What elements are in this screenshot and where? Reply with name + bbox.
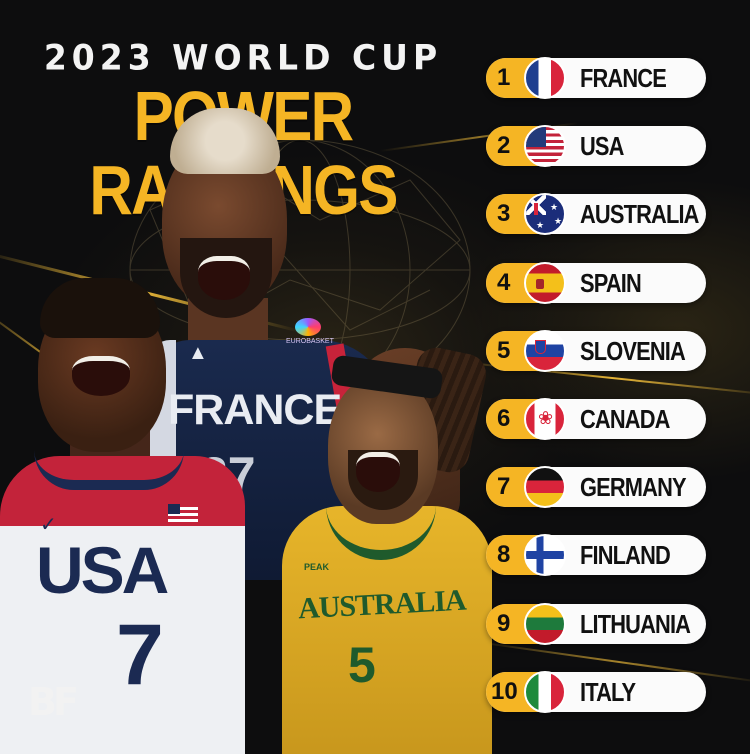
australia-jersey-number: 5 xyxy=(348,637,376,693)
country-name: USA xyxy=(580,131,624,162)
flag-star-icon: ★ xyxy=(536,220,545,231)
brand-logo: BF xyxy=(28,680,79,724)
flag-spain-icon xyxy=(524,261,566,304)
flag-lithuania-icon xyxy=(524,602,566,645)
ranking-row: ITALY 10 xyxy=(486,670,710,713)
country-name: ITALY xyxy=(580,676,636,707)
player-australia: PEAK AUSTRALIA 5 xyxy=(262,340,492,754)
usa-flag-patch-icon xyxy=(168,504,198,524)
jordan-logo-icon: ▲ xyxy=(188,342,208,364)
headline-subtitle: 2023 WORLD CUP xyxy=(43,37,443,78)
eurobasket-logo-text: EUROBASKET xyxy=(286,338,334,345)
country-name: CANADA xyxy=(580,403,670,434)
ranking-row: AUSTRALIA 3 ★ ★ ★ xyxy=(486,193,710,236)
country-name: GERMANY xyxy=(580,472,687,503)
eurobasket-logo: EUROBASKET xyxy=(286,318,334,348)
rankings-list: FRANCE 1 USA 2 AUSTRALIA 3 ★ ★ ★ S xyxy=(486,57,710,740)
country-name: FINLAND xyxy=(580,540,671,571)
eurobasket-mark-icon xyxy=(295,318,321,336)
ranking-row: FRANCE 1 xyxy=(486,57,710,99)
player-mouth xyxy=(356,452,400,492)
flag-australia-icon: ★ ★ ★ xyxy=(524,193,566,236)
flag-usa-icon xyxy=(524,125,566,168)
jersey-collar xyxy=(34,450,184,490)
flag-germany-icon xyxy=(524,466,566,509)
player-mouth xyxy=(198,256,250,300)
flag-canada-icon: ❀ xyxy=(524,397,566,440)
country-name: AUSTRALIA xyxy=(580,199,699,230)
flag-italy-icon xyxy=(524,670,566,713)
player-usa: ✓ USA 7 xyxy=(0,278,250,754)
ranking-row: USA 2 xyxy=(486,125,710,168)
france-jersey-text: FRANCE xyxy=(168,386,342,434)
player-hair xyxy=(170,108,280,174)
rank-number: 9 xyxy=(486,603,548,644)
nike-swoosh-icon: ✓ xyxy=(40,514,57,536)
country-name: FRANCE xyxy=(580,63,667,93)
flag-finland-icon xyxy=(524,534,566,577)
maple-leaf-icon: ❀ xyxy=(538,407,554,428)
player-mouth xyxy=(72,356,130,396)
ranking-row: LITHUANIA 9 xyxy=(486,602,710,645)
flag-star-icon: ★ xyxy=(554,216,563,227)
country-name: SLOVENIA xyxy=(580,335,686,366)
flag-slovenia-icon xyxy=(524,329,566,372)
player-hair xyxy=(40,278,160,338)
peak-logo: PEAK xyxy=(304,562,330,572)
ranking-row: SPAIN 4 xyxy=(486,261,710,304)
ranking-row: FINLAND 8 xyxy=(486,534,710,577)
ranking-row: CANADA 6 ❀ xyxy=(486,397,710,440)
usa-jersey-number: 7 xyxy=(116,607,164,703)
ranking-row: GERMANY 7 xyxy=(486,466,710,509)
flag-star-icon: ★ xyxy=(550,202,559,213)
usa-jersey-text: USA xyxy=(36,533,169,607)
country-name: SPAIN xyxy=(580,267,642,298)
usa-jersey xyxy=(0,456,245,754)
country-name: LITHUANIA xyxy=(580,608,691,639)
jersey-collar xyxy=(326,500,436,560)
flag-france-icon xyxy=(524,57,566,99)
ranking-row: SLOVENIA 5 xyxy=(486,329,710,372)
